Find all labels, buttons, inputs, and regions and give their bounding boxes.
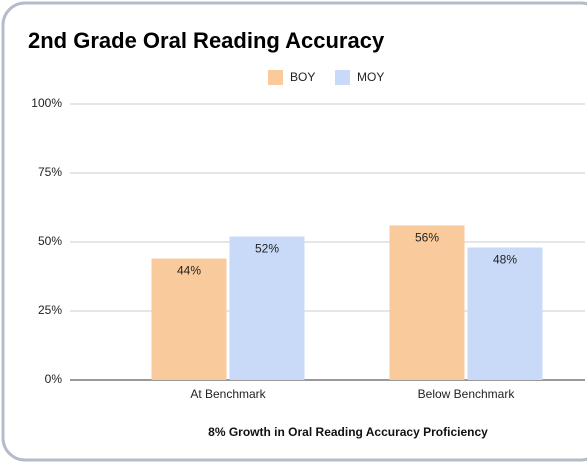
legend-label: MOY <box>357 70 384 84</box>
value-label: 44% <box>177 264 201 278</box>
legend-swatch <box>335 70 350 85</box>
value-label: 56% <box>415 231 439 245</box>
y-tick-label: 50% <box>38 234 62 248</box>
value-label: 52% <box>255 242 279 256</box>
y-tick-label: 0% <box>45 372 63 386</box>
y-tick-label: 25% <box>38 303 62 317</box>
legend-swatch <box>268 70 283 85</box>
bar <box>389 225 465 380</box>
y-tick-label: 75% <box>38 165 62 179</box>
bar <box>229 236 305 380</box>
bar <box>151 258 227 380</box>
x-tick-label: At Benchmark <box>190 387 266 401</box>
x-tick-label: Below Benchmark <box>418 387 516 401</box>
value-label: 48% <box>493 253 517 267</box>
chart-title: 2nd Grade Oral Reading Accuracy <box>28 28 385 53</box>
legend-label: BOY <box>290 70 315 84</box>
x-axis-label: 8% Growth in Oral Reading Accuracy Profi… <box>208 425 488 439</box>
bar <box>467 247 543 380</box>
y-tick-label: 100% <box>31 96 62 110</box>
